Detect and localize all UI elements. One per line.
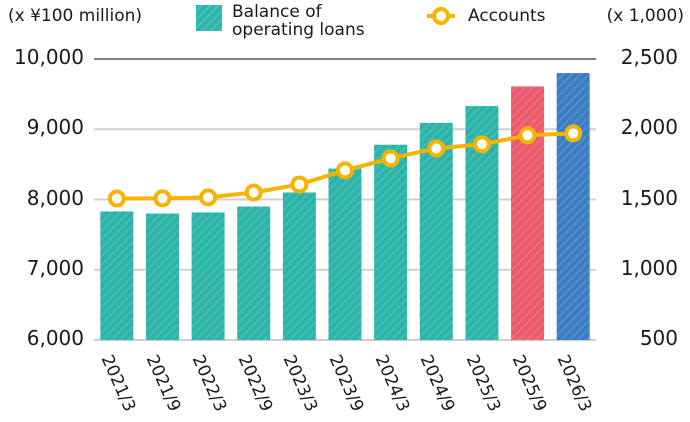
accounts-point: [290, 175, 309, 194]
legend-accounts: Accounts: [426, 6, 546, 26]
bar: [511, 86, 545, 341]
accounts-point: [381, 149, 400, 168]
accounts-point: [336, 161, 354, 180]
line-series: [107, 124, 583, 208]
bar: [328, 168, 362, 340]
bar: [419, 122, 453, 341]
bar-series: [100, 73, 590, 341]
left-axis-unit: (x ¥100 million): [8, 6, 143, 26]
bar: [237, 206, 271, 340]
accounts-point: [518, 126, 537, 145]
y2-tick-label: 500: [639, 326, 678, 350]
legend-bar-swatch: [196, 5, 222, 31]
y2-tick-label: 2,500: [620, 45, 678, 69]
legend-bar-label-1: Balance of: [232, 2, 322, 22]
accounts-point: [564, 124, 583, 143]
legend-line-marker-icon: [427, 7, 455, 25]
y-tick-label: 9,000: [26, 115, 84, 140]
bar: [374, 144, 408, 340]
y-tick-label: 6,000: [26, 326, 84, 350]
accounts-point: [472, 135, 491, 154]
legend-line-label: Accounts: [468, 6, 546, 26]
bar: [282, 192, 316, 340]
accounts-point: [107, 189, 126, 208]
accounts-point: [153, 189, 172, 208]
accounts-point: [427, 139, 446, 158]
accounts-point: [199, 188, 218, 207]
y2-tick-label: 1,500: [620, 185, 678, 210]
bar: [145, 213, 179, 340]
y-tick-label: 8,000: [26, 185, 84, 210]
legend-balance: Balance of operating loans: [196, 3, 365, 39]
legend-bar-label-2: operating loans: [232, 20, 365, 40]
y-tick-label: 10,000: [14, 45, 84, 69]
bar: [556, 73, 590, 341]
y-tick-label: 7,000: [26, 255, 84, 280]
bar: [100, 211, 134, 340]
accounts-point: [244, 183, 263, 202]
right-axis-unit: (x 1,000): [606, 6, 684, 26]
y2-tick-label: 2,000: [620, 115, 678, 140]
y2-tick-label: 1,000: [620, 255, 678, 280]
bar: [191, 212, 225, 340]
